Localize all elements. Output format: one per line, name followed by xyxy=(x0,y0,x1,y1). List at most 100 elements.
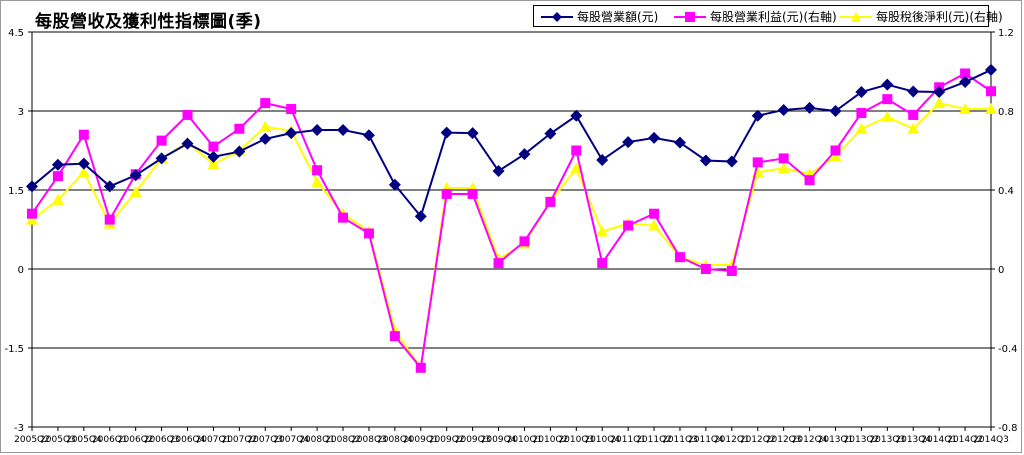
x-tick-label: 2011Q2 xyxy=(636,435,672,445)
data-point xyxy=(362,129,375,142)
data-point xyxy=(933,86,946,99)
data-point xyxy=(699,154,712,167)
data-point xyxy=(26,180,38,193)
data-point xyxy=(77,157,90,170)
data-point xyxy=(233,145,246,158)
data-point xyxy=(259,132,272,145)
data-point xyxy=(415,362,426,373)
data-point xyxy=(311,123,324,136)
right-tick-label: 1.2 xyxy=(998,28,1014,39)
x-tick-label: 2010Q1 xyxy=(507,435,543,445)
data-point xyxy=(492,165,505,178)
x-tick-label: 2006Q3 xyxy=(144,435,180,445)
data-point xyxy=(855,86,868,99)
data-point xyxy=(908,109,919,120)
series-layer xyxy=(26,63,997,373)
data-point xyxy=(440,126,453,139)
data-point xyxy=(104,214,115,225)
data-point xyxy=(570,109,583,122)
x-tick-label: 2010Q2 xyxy=(533,435,569,445)
series-line xyxy=(31,72,992,371)
x-tick-label: 2011Q1 xyxy=(610,435,646,445)
data-point xyxy=(78,129,89,140)
data-point xyxy=(441,188,452,199)
data-point xyxy=(622,136,635,149)
x-tick-label: 2014Q2 xyxy=(947,435,983,445)
x-tick-label: 2009Q2 xyxy=(429,435,465,445)
data-point xyxy=(882,94,893,105)
data-point xyxy=(388,178,401,191)
data-point xyxy=(726,265,737,276)
data-point xyxy=(648,131,661,144)
data-point xyxy=(389,331,400,342)
x-tick-label: 2005Q2 xyxy=(14,435,50,445)
data-point xyxy=(985,103,997,115)
x-tick-label: 2009Q4 xyxy=(481,435,517,445)
data-point xyxy=(830,145,841,156)
x-tick-label: 2007Q2 xyxy=(221,435,257,445)
x-tick-label: 2009Q1 xyxy=(403,435,439,445)
legend-diamond-marker xyxy=(541,12,573,22)
data-point xyxy=(829,150,842,162)
x-tick-label: 2008Q3 xyxy=(351,435,387,445)
x-tick-label: 2011Q3 xyxy=(662,435,698,445)
x-tick-label: 2007Q1 xyxy=(196,435,232,445)
data-point xyxy=(493,258,504,269)
x-tick-label: 2008Q4 xyxy=(377,435,413,445)
right-tick-label: 0 xyxy=(998,265,1004,276)
axes xyxy=(28,31,995,431)
x-tick-label: 2007Q4 xyxy=(273,435,309,445)
left-tick-label: -3 xyxy=(14,423,24,434)
chart-title: 每股營收及獲利性指標圖(季) xyxy=(35,12,262,32)
data-point xyxy=(959,76,972,89)
legend-square-marker xyxy=(674,12,706,22)
data-point xyxy=(286,104,297,115)
data-point xyxy=(26,213,38,225)
data-point xyxy=(181,137,194,150)
x-tick-label: 2011Q4 xyxy=(688,435,724,445)
data-point xyxy=(649,208,660,219)
data-point xyxy=(881,78,894,91)
left-tick-label: 0 xyxy=(18,265,24,276)
data-point xyxy=(856,107,867,118)
data-point xyxy=(725,155,738,168)
x-tick-label: 2013Q1 xyxy=(818,435,854,445)
x-tick-label: 2013Q2 xyxy=(844,435,880,445)
data-point xyxy=(156,135,167,146)
data-point xyxy=(77,166,90,178)
data-point xyxy=(544,127,557,140)
x-tick-label: 2012Q3 xyxy=(766,435,802,445)
x-tick-label: 2006Q2 xyxy=(118,435,154,445)
data-point xyxy=(986,86,996,97)
data-point xyxy=(777,162,790,174)
data-point xyxy=(803,101,816,114)
data-point xyxy=(51,193,64,205)
data-point xyxy=(751,109,764,122)
x-tick-label: 2010Q4 xyxy=(584,435,620,445)
data-point xyxy=(959,103,972,115)
tick-labels: 4.531.50-1.5-31.20.80.40-0.4-0.82005Q220… xyxy=(4,28,1017,445)
data-point xyxy=(674,252,685,263)
x-tick-label: 2005Q3 xyxy=(40,435,76,445)
left-tick-label: 4.5 xyxy=(8,28,24,39)
data-point xyxy=(208,141,219,152)
x-tick-label: 2013Q3 xyxy=(869,435,905,445)
data-point xyxy=(804,175,815,186)
x-tick-label: 2006Q4 xyxy=(170,435,206,445)
data-point xyxy=(596,225,609,237)
series-op-income xyxy=(27,68,996,373)
x-tick-label: 2012Q1 xyxy=(714,435,750,445)
chart-legend: 每股營業額(元) 每股營業利益(元)(右軸) 每股稅後淨利(元)(右軸) xyxy=(533,5,1003,27)
data-point xyxy=(881,110,894,122)
data-point xyxy=(467,188,478,199)
data-point xyxy=(907,122,920,134)
data-point xyxy=(855,122,868,134)
right-tick-label: 0.8 xyxy=(998,107,1014,118)
data-point xyxy=(260,98,271,109)
x-tick-label: 2005Q4 xyxy=(66,435,102,445)
x-tick-label: 2012Q2 xyxy=(740,435,776,445)
data-point xyxy=(103,180,116,193)
x-tick-label: 2014Q3 xyxy=(973,435,1009,445)
